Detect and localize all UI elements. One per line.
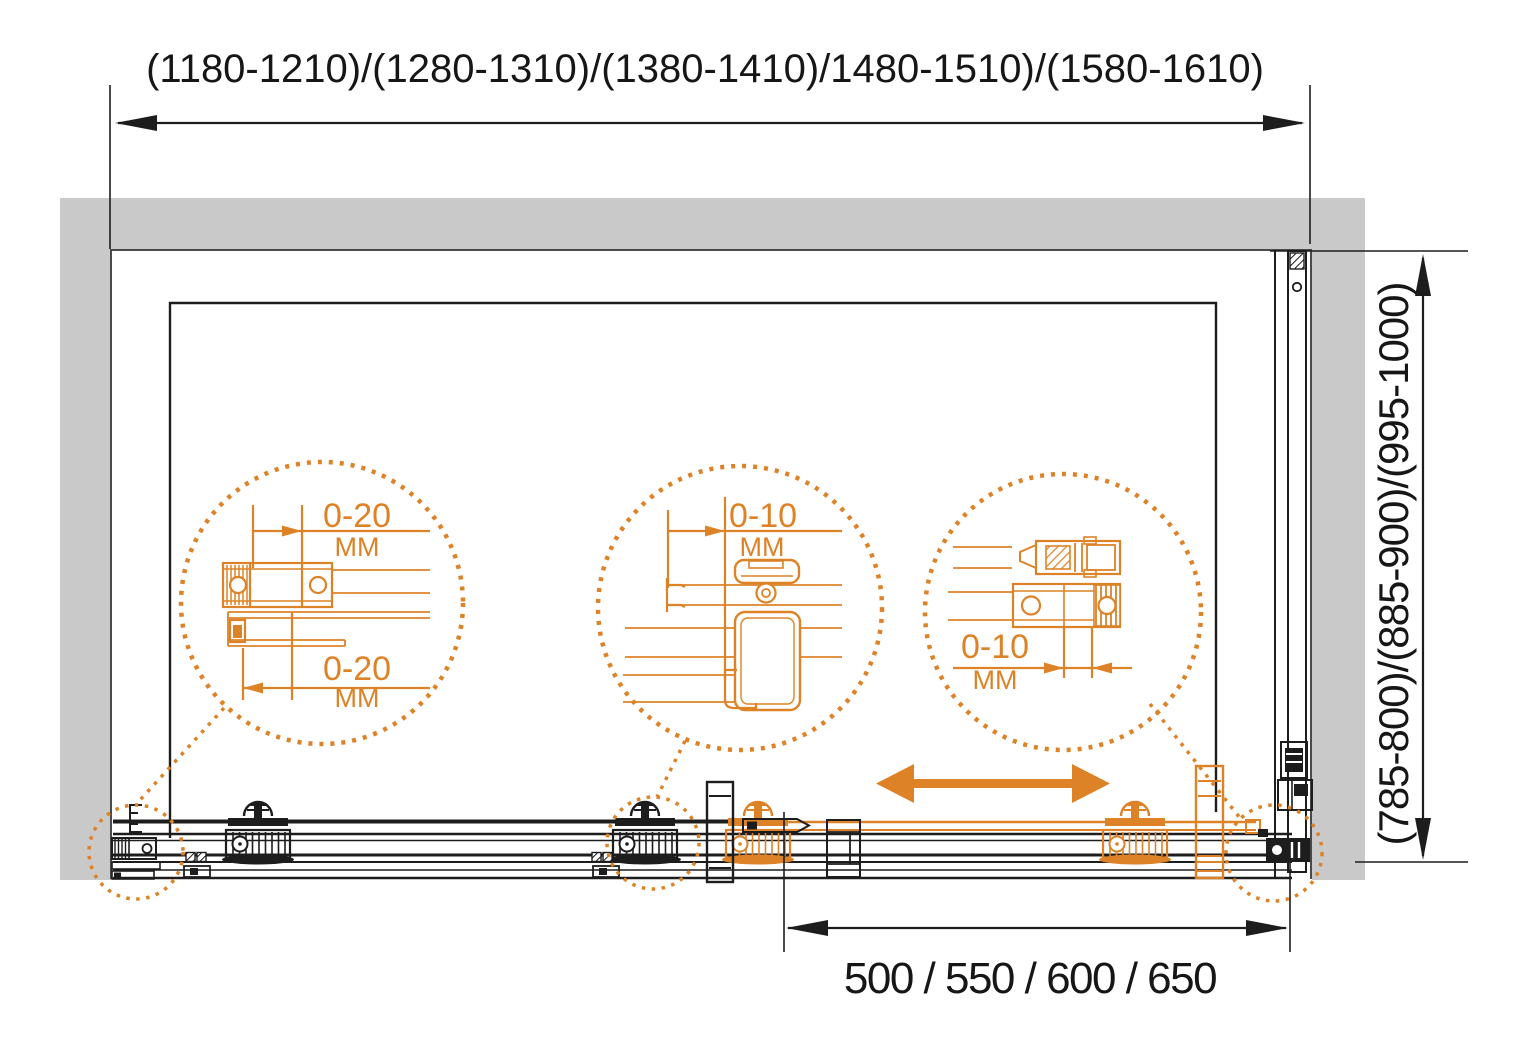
top-width-dimension: (1180-1210)/(1280-1310)/(1380-1410)/1480… <box>109 47 1311 249</box>
dimension-arrow-up <box>1415 254 1431 296</box>
detail-source-circle-2 <box>605 795 701 891</box>
wall-left <box>60 198 111 880</box>
dimension-arrow-right <box>1263 115 1305 131</box>
door-mechanism <box>111 741 1313 884</box>
callout2-unit: MM <box>740 532 785 562</box>
door-handle-profile <box>705 780 735 884</box>
door-ghost-position <box>720 764 1261 880</box>
callout2-value: 0-10 <box>729 497 797 535</box>
callout3-value: 0-10 <box>961 628 1029 666</box>
right-height-dimension-label: (785-800)/(885-900)/(995-1000) <box>1370 282 1417 845</box>
callout1-top-unit: MM <box>335 532 380 562</box>
detail-source-circle-1 <box>87 803 185 901</box>
callout1-bottom-unit: MM <box>335 683 380 713</box>
bottom-door-dimension-label: 500 / 550 / 600 / 650 <box>844 954 1216 1003</box>
wall-right <box>1312 198 1365 880</box>
bottom-door-dimension: 500 / 550 / 600 / 650 <box>783 812 1291 1003</box>
top-width-dimension-label: (1180-1210)/(1280-1310)/(1380-1410)/1480… <box>146 47 1264 91</box>
latch-bar <box>742 818 812 833</box>
right-wall-profile <box>1274 250 1307 878</box>
dimension-arrow-right <box>1246 920 1288 936</box>
wall-top <box>60 198 1365 250</box>
glass-clamp-left <box>183 851 211 878</box>
slide-direction-arrow <box>876 764 1110 803</box>
callout1-top-value: 0-20 <box>323 497 391 535</box>
detail-circle-door-stop: 0-10 MM <box>922 471 1324 903</box>
detail-circle-wall-profile: 0-20 MM 0-20 MM <box>87 459 466 901</box>
wall-bracket-left <box>111 804 161 880</box>
detail-circle-roller: 0-10 MM <box>595 463 885 891</box>
wall-bracket-right <box>1258 741 1313 862</box>
dimension-arrow-left <box>115 115 157 131</box>
door-handle-profile-ghost <box>1194 764 1225 880</box>
callout3-unit: MM <box>973 665 1018 695</box>
dimension-arrow-left <box>786 920 828 936</box>
walls <box>60 198 1365 880</box>
detail-source-circle-3 <box>1224 803 1324 903</box>
dimension-arrow-down <box>1415 818 1431 860</box>
track-bracket <box>826 819 861 878</box>
callout1-bottom-value: 0-20 <box>323 650 391 688</box>
glass-panel-outline <box>168 301 1218 838</box>
right-height-dimension: (785-800)/(885-900)/(995-1000) <box>1270 250 1468 863</box>
